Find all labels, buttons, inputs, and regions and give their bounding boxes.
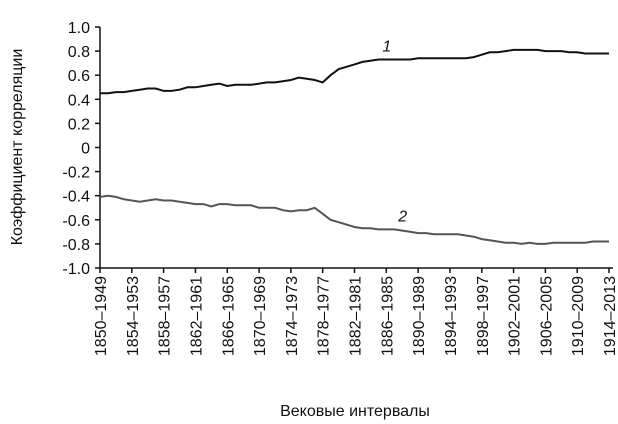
y-axis-title: Коэффициент корреляции: [9, 49, 26, 246]
series-label: 2: [397, 208, 407, 225]
x-tick-label: 1890–1989: [411, 276, 428, 356]
x-tick-label: 1850–1949: [93, 276, 110, 356]
x-tick-label: 1914–2013: [602, 276, 618, 356]
x-tick-label: 1894–1993: [443, 276, 460, 356]
y-tick-label: -0.8: [62, 237, 90, 254]
x-tick-label: 1870–1969: [252, 276, 269, 356]
x-tick-label: 1862–1961: [188, 276, 205, 356]
x-tick-label: 1866–1965: [220, 276, 237, 356]
x-tick-label: 1902–2001: [507, 276, 524, 356]
x-tick-label: 1910–2009: [570, 276, 587, 356]
y-tick-label: -0.4: [62, 189, 90, 206]
x-tick-label: 1874–1973: [284, 276, 301, 356]
x-tick-label: 1854–1953: [125, 276, 142, 356]
y-tick-label: 1.0: [68, 20, 90, 37]
y-tick-label: -0.2: [62, 165, 90, 182]
x-tick-label: 1858–1957: [157, 276, 174, 356]
x-tick-label: 1882–1981: [348, 276, 365, 356]
series-line: [99, 194, 609, 245]
x-tick-label: 1886–1985: [379, 276, 396, 356]
x-axis-title: Вековые интервалы: [280, 403, 430, 420]
y-tick-label: 0.8: [68, 44, 90, 61]
y-tick-label: 0.2: [68, 116, 90, 133]
series-label: 1: [382, 39, 391, 56]
x-tick-label: 1878–1977: [316, 276, 333, 356]
y-tick-label: 0.4: [68, 92, 90, 109]
x-tick-label: 1898–1997: [475, 276, 492, 356]
x-tick-label: 1906–2005: [538, 276, 555, 356]
y-tick-label: 0: [81, 141, 90, 158]
y-tick-label: -1.0: [62, 261, 90, 278]
series-line: [100, 48, 609, 95]
y-tick-label: 0.6: [68, 68, 90, 85]
y-tick-label: -0.6: [62, 213, 90, 230]
